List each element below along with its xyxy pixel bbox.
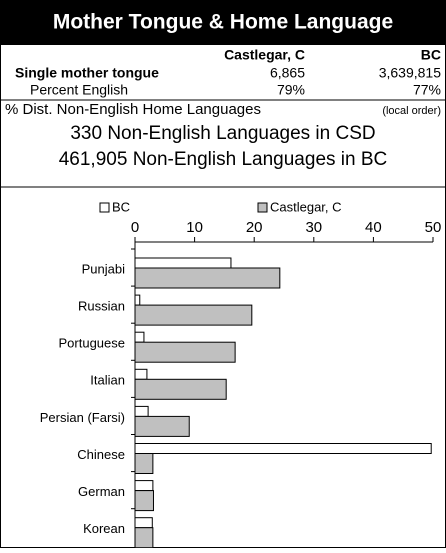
- column-header: BC: [421, 47, 441, 63]
- row-label: Percent English: [30, 82, 128, 98]
- x-tick-label: 30: [305, 219, 322, 236]
- cell: 3,639,815: [379, 65, 441, 81]
- bar: [134, 527, 154, 549]
- y-tick-label: Italian: [90, 373, 125, 388]
- legend-label: Castlegar, C: [270, 199, 342, 214]
- y-tick-label: Russian: [78, 299, 125, 314]
- row-label: Single mother tongue: [15, 65, 159, 81]
- y-tick-label: Persian (Farsi): [40, 410, 125, 425]
- bar: [134, 341, 236, 363]
- bar: [134, 480, 154, 492]
- y-tick-label: German: [78, 484, 125, 499]
- summary-line: 461,905 Non-English Languages in BC: [59, 149, 388, 170]
- bar: [134, 490, 154, 512]
- cell: 77%: [413, 82, 441, 98]
- title: Mother Tongue & Home Language: [53, 11, 393, 34]
- y-tick-label: Portuguese: [59, 336, 126, 351]
- x-tick-label: 0: [131, 219, 139, 236]
- y-tick-label: Korean: [83, 521, 125, 536]
- bar: [134, 304, 253, 326]
- bar: [134, 453, 154, 474]
- bar: [134, 517, 153, 529]
- column-header: Castlegar, C: [224, 47, 305, 63]
- legend-label: BC: [112, 199, 130, 214]
- bar: [134, 368, 148, 380]
- x-tick-label: 10: [186, 219, 203, 236]
- y-tick-label: Punjabi: [82, 261, 125, 276]
- cell: 79%: [277, 82, 305, 98]
- x-tick-label: 20: [246, 219, 263, 236]
- bar: [134, 267, 281, 289]
- chart: BC Castlegar, C 0 10 20 30 40 50 Punjabi Russian P…: [40, 199, 442, 549]
- bar: [134, 294, 141, 306]
- legend-swatch: [99, 202, 110, 213]
- summary-line: 330 Non-English Languages in CSD: [70, 123, 375, 144]
- bar: [134, 378, 227, 400]
- cell: 6,865: [270, 65, 305, 81]
- bar: [134, 415, 190, 437]
- y-tick-label: Chinese: [77, 447, 125, 462]
- x-tick-label: 50: [425, 219, 442, 236]
- bar: [134, 257, 232, 269]
- summary-note: (local order): [382, 105, 441, 117]
- bar: [134, 443, 432, 454]
- legend-swatch: [257, 202, 268, 213]
- title-bar: [0, 0, 446, 45]
- bar: [134, 405, 149, 417]
- bar: [134, 331, 145, 343]
- x-tick-label: 40: [365, 219, 382, 236]
- summary-heading: % Dist. Non-English Home Languages: [5, 101, 261, 118]
